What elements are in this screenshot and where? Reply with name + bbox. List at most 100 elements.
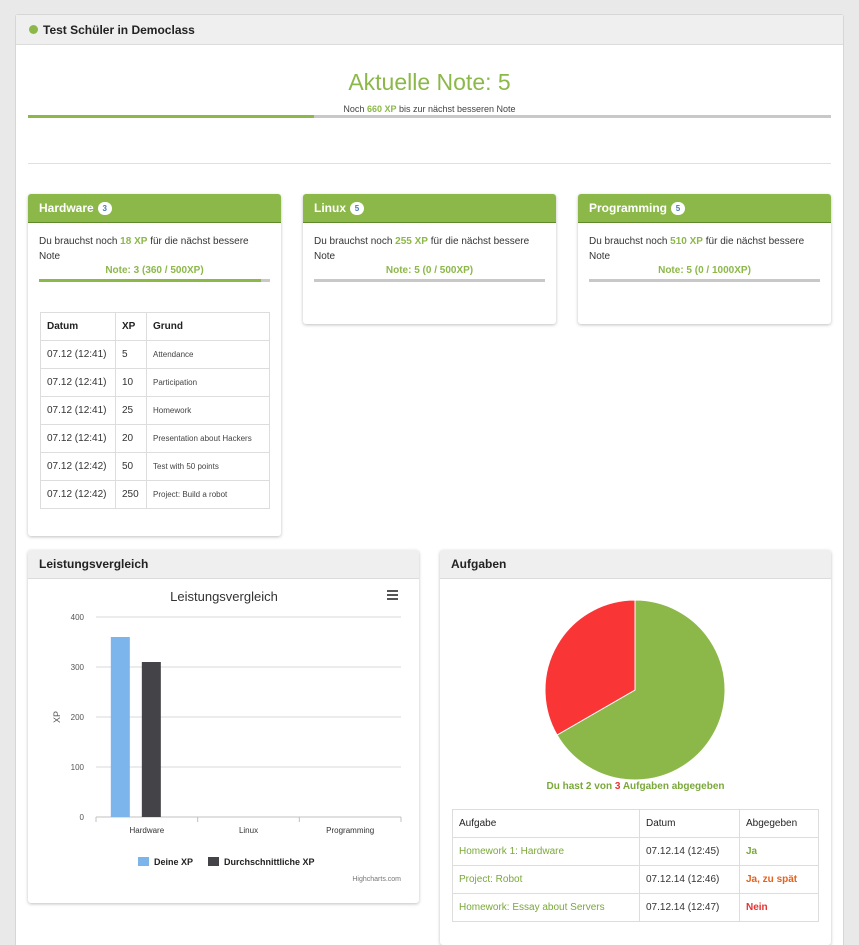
xp-date-cell: 07.12 (12:42) (40, 452, 116, 481)
xp-note-value: 660 XP (366, 104, 397, 114)
tasks-pie-chart (544, 599, 726, 781)
task-status-cell: Ja (739, 837, 819, 866)
category-progress-bar (39, 279, 270, 282)
text-suffix: für die nächst bessere Note (589, 236, 805, 262)
comparison-card: Leistungsvergleich Leistungsvergleich 0 10… (28, 550, 419, 903)
student-panel: Test Schüler in Democlass Aktuelle Note:… (15, 14, 844, 945)
table-row: 07.12 (12:41) 5 Attendance (40, 340, 270, 369)
column-header-datum: Datum (639, 809, 740, 838)
column-header-xp: XP (115, 312, 147, 341)
x-tick-label: Hardware (129, 826, 164, 835)
task-date-cell: 07.12.14 (12:46) (639, 865, 740, 894)
panel-header: Test Schüler in Democlass (16, 15, 843, 45)
bar-deine-xp (110, 637, 130, 817)
xp-value-cell: 50 (115, 452, 147, 481)
xp-date-cell: 07.12 (12:41) (40, 340, 116, 369)
xp-reason-cell: Attendance (146, 340, 270, 369)
bar-durchschnittliche-xp (141, 662, 161, 817)
category-name: Programming (589, 201, 668, 215)
table-row: Homework 1: Hardware 07.12.14 (12:45) Ja (452, 837, 819, 866)
y-tick-label: 300 (71, 663, 85, 672)
text-xp: 510 XP (670, 236, 703, 247)
pie-slice-nicht-abgegeben (544, 599, 636, 736)
xp-value-cell: 10 (115, 368, 147, 397)
column-header-grund: Grund (146, 312, 270, 341)
y-axis-label: XP (52, 711, 62, 723)
category-description: Du brauchst noch 510 XP für die nächst b… (578, 223, 831, 264)
x-tick-label: Programming (326, 826, 374, 835)
text-xp: 18 XP (120, 236, 148, 247)
category-note: Note: 5 (0 / 500XP) (385, 265, 474, 276)
xp-date-cell: 07.12 (12:42) (40, 480, 116, 509)
category-description: Du brauchst noch 18 XP für die nächst be… (28, 223, 281, 264)
x-tick-label: Linux (239, 826, 258, 835)
xp-to-next-grade: Noch 660 XP bis zur nächst besseren Note (16, 104, 843, 114)
task-date-cell: 07.12.14 (12:45) (639, 837, 740, 866)
column-header-aufgabe: Aufgabe (452, 809, 640, 838)
category-note: Note: 3 (360 / 500XP) (105, 265, 204, 276)
y-tick-label: 0 (80, 813, 85, 822)
category-progress-bar (314, 279, 545, 282)
table-row: 07.12 (12:41) 25 Homework (40, 396, 270, 425)
table-row: 07.12 (12:42) 250 Project: Build a robot (40, 480, 270, 509)
divider (28, 163, 831, 164)
xp-value-cell: 20 (115, 424, 147, 453)
category-card-linux: Linux 5 Du brauchst noch 255 XP für die … (303, 194, 556, 324)
table-row: Project: Robot 07.12.14 (12:46) Ja, zu spä… (452, 865, 819, 894)
comparison-chart: Leistungsvergleich 0 100 200 300 400 XP Hardwar… (52, 589, 402, 883)
xp-value-cell: 250 (115, 480, 147, 509)
hamburger-menu-icon[interactable] (387, 590, 398, 600)
category-card-hardware: Hardware 3 Du brauchst noch 18 XP für di… (28, 194, 281, 536)
tasks-header: Aufgaben (440, 550, 831, 579)
task-link[interactable]: Project: Robot (452, 865, 640, 894)
text-suffix: für die nächst bessere Note (314, 236, 530, 262)
text-prefix: Du brauchst noch (314, 236, 393, 247)
panel-title: Test Schüler in Democlass (43, 22, 195, 37)
y-tick-label: 200 (71, 713, 85, 722)
grade-badge: 5 (350, 201, 364, 215)
category-description: Du brauchst noch 255 XP für die nächst b… (303, 223, 556, 264)
xp-reason-cell: Homework (146, 396, 270, 425)
summary-prefix: Du hast 2 von (546, 781, 613, 792)
text-prefix: Du brauchst noch (589, 236, 668, 247)
xp-reason-cell: Project: Build a robot (146, 480, 270, 509)
xp-value-cell: 25 (115, 396, 147, 425)
grade-progress-bar (28, 115, 831, 118)
task-date-cell: 07.12.14 (12:47) (639, 893, 740, 922)
task-status-cell: Nein (739, 893, 819, 922)
column-header-abgegeben: Abgegeben (739, 809, 819, 838)
text-prefix: Du brauchst noch (39, 236, 118, 247)
summary-suffix: Aufgaben abgegeben (622, 781, 725, 792)
text-xp: 255 XP (395, 236, 428, 247)
tasks-table: Aufgabe Datum Abgegeben Homework 1: Hard… (452, 809, 819, 922)
xp-date-cell: 07.12 (12:41) (40, 368, 116, 397)
category-progress-fill (39, 279, 261, 282)
status-dot-icon (29, 25, 38, 34)
task-link[interactable]: Homework: Essay about Servers (452, 893, 640, 922)
xp-reason-cell: Test with 50 points (146, 452, 270, 481)
table-header-row: Datum XP Grund (40, 312, 270, 341)
table-row: 07.12 (12:41) 10 Participation (40, 368, 270, 397)
table-row: Homework: Essay about Servers 07.12.14 (1… (452, 893, 819, 922)
xp-reason-cell: Presentation about Hackers (146, 424, 270, 453)
grade-progress-fill (28, 115, 314, 118)
text-suffix: für die nächst bessere Note (39, 236, 249, 262)
category-name: Hardware (39, 201, 94, 215)
current-grade: Aktuelle Note: 5 (348, 69, 511, 95)
xp-note-suffix: bis zur nächst besseren Note (399, 104, 516, 114)
category-card-programming: Programming 5 Du brauchst noch 510 XP fü… (578, 194, 831, 324)
category-name: Linux (314, 201, 346, 215)
task-status-cell: Ja, zu spät (739, 865, 819, 894)
column-header-datum: Datum (40, 312, 116, 341)
chart-credits: Highcharts.com (352, 876, 401, 883)
y-tick-label: 100 (71, 763, 85, 772)
comparison-header: Leistungsvergleich (28, 550, 419, 579)
summary-count: 3 (614, 781, 621, 792)
task-link[interactable]: Homework 1: Hardware (452, 837, 640, 866)
y-tick-label: 400 (71, 613, 85, 622)
pie-slice-abgegeben (556, 599, 726, 781)
table-row: 07.12 (12:42) 50 Test with 50 points (40, 452, 270, 481)
chart-title: Leistungsvergleich (170, 589, 278, 604)
grade-badge: 5 (671, 201, 686, 215)
tasks-card: Aufgaben Du hast 2 von 3 Aufgaben abgege… (440, 550, 831, 945)
